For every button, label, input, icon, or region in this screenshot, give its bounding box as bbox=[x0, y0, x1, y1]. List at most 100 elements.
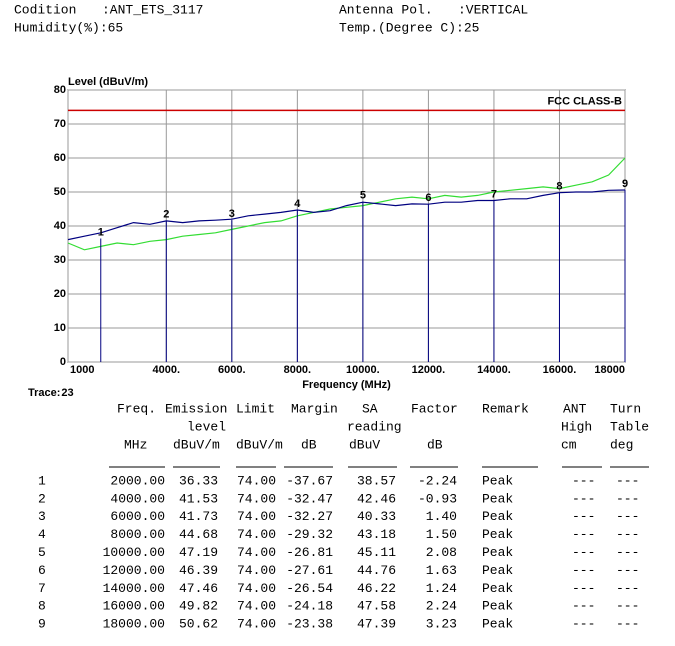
table-cell: Peak bbox=[482, 545, 513, 560]
x-tick-label: 10000. bbox=[346, 364, 380, 376]
table-cell: 74.00 bbox=[237, 509, 276, 524]
table-cell: Peak bbox=[482, 473, 513, 488]
table-cell: --- bbox=[572, 599, 595, 614]
x-axis-label: Frequency (MHz) bbox=[302, 379, 391, 391]
column-header: MHz bbox=[124, 437, 147, 452]
table-cell: -0.93 bbox=[418, 491, 457, 506]
table-cell: 2 bbox=[38, 491, 46, 506]
limit-label: FCC CLASS-B bbox=[547, 95, 622, 107]
x-tick-label: 14000. bbox=[477, 364, 511, 376]
table-cell: 40.33 bbox=[357, 509, 396, 524]
column-header: Factor bbox=[411, 401, 458, 416]
table-cell: 47.46 bbox=[179, 581, 218, 596]
x-tick-label: 16000. bbox=[543, 364, 577, 376]
y-tick-label: 50 bbox=[54, 186, 66, 198]
column-header: Margin bbox=[291, 401, 338, 416]
table-cell: 47.39 bbox=[357, 617, 396, 632]
table-cell: 74.00 bbox=[237, 545, 276, 560]
table-cell: 74.00 bbox=[237, 599, 276, 614]
table-cell: --- bbox=[616, 527, 639, 542]
column-header: dB bbox=[301, 437, 317, 452]
table-cell: 14000.00 bbox=[103, 581, 165, 596]
field-value: :ANT_ETS_3117 bbox=[102, 2, 203, 17]
field-value: 25 bbox=[464, 20, 480, 35]
column-header: Remark bbox=[482, 401, 529, 416]
table-cell: 74.00 bbox=[237, 617, 276, 632]
table-cell: Peak bbox=[482, 563, 513, 578]
table-cell: --- bbox=[616, 563, 639, 578]
y-tick-label: 0 bbox=[60, 356, 66, 368]
marker-label: 3 bbox=[229, 208, 235, 220]
y-tick-label: 10 bbox=[54, 322, 66, 334]
table-cell: 10000.00 bbox=[103, 545, 165, 560]
table-cell: 74.00 bbox=[237, 491, 276, 506]
table-cell: 5 bbox=[38, 545, 46, 560]
table-cell: 47.58 bbox=[357, 599, 396, 614]
x-tick-label: 12000. bbox=[412, 364, 446, 376]
table-cell: -37.67 bbox=[286, 473, 333, 488]
column-header: Turn bbox=[610, 401, 641, 416]
y-tick-label: 70 bbox=[54, 118, 66, 130]
marker-label: 8 bbox=[556, 181, 562, 193]
table-cell: -2.24 bbox=[418, 473, 457, 488]
table-cell: 46.39 bbox=[179, 563, 218, 578]
table-cell: 18000.00 bbox=[103, 617, 165, 632]
trace-label: Trace: bbox=[28, 387, 60, 399]
marker-label: 4 bbox=[294, 198, 301, 210]
table-cell: --- bbox=[572, 545, 595, 560]
column-header: Freq. bbox=[117, 401, 156, 416]
table-cell: -32.47 bbox=[286, 491, 333, 506]
table-cell: 74.00 bbox=[237, 473, 276, 488]
y-tick-label: 60 bbox=[54, 152, 66, 164]
table-cell: 49.82 bbox=[179, 599, 218, 614]
table-cell: -27.61 bbox=[286, 563, 333, 578]
table-cell: -26.54 bbox=[286, 581, 333, 596]
table-cell: -29.32 bbox=[286, 527, 333, 542]
table-cell: --- bbox=[572, 617, 595, 632]
table-cell: 16000.00 bbox=[103, 599, 165, 614]
table-cell: -23.38 bbox=[286, 617, 333, 632]
table-cell: 1.63 bbox=[426, 563, 457, 578]
column-header: dBuV/m bbox=[236, 437, 283, 452]
table-cell: 74.00 bbox=[237, 581, 276, 596]
column-header: dBuV/m bbox=[173, 437, 220, 452]
table-cell: 7 bbox=[38, 581, 46, 596]
field-label: Temp.(Degree C): bbox=[339, 20, 464, 35]
marker-label: 5 bbox=[360, 189, 366, 201]
marker-label: 9 bbox=[622, 178, 628, 190]
table-cell: 8 bbox=[38, 599, 46, 614]
column-header: Emission bbox=[165, 401, 227, 416]
column-header: ANT bbox=[563, 401, 587, 416]
table-cell: Peak bbox=[482, 581, 513, 596]
x-tick-label: 4000. bbox=[153, 364, 181, 376]
table-cell: --- bbox=[572, 527, 595, 542]
marker-label: 7 bbox=[491, 189, 497, 201]
column-header: dBuV bbox=[349, 437, 380, 452]
x-tick-label: 1000 bbox=[70, 364, 94, 376]
table-cell: Peak bbox=[482, 617, 513, 632]
table-cell: --- bbox=[572, 473, 595, 488]
table-cell: 3 bbox=[38, 509, 46, 524]
table-cell: 74.00 bbox=[237, 563, 276, 578]
table-cell: 1 bbox=[38, 473, 46, 488]
field-label: Codition bbox=[14, 2, 76, 17]
table-cell: 36.33 bbox=[179, 473, 218, 488]
table-cell: Peak bbox=[482, 509, 513, 524]
table-cell: --- bbox=[616, 581, 639, 596]
table-cell: 1.24 bbox=[426, 581, 457, 596]
table-cell: Peak bbox=[482, 527, 513, 542]
field-value: :VERTICAL bbox=[458, 2, 528, 17]
table-cell: -24.18 bbox=[286, 599, 333, 614]
x-tick-label: 18000 bbox=[594, 364, 625, 376]
x-tick-label: 8000. bbox=[284, 364, 312, 376]
table-cell: 6 bbox=[38, 563, 46, 578]
field-value: 65 bbox=[108, 20, 124, 35]
table-cell: 44.76 bbox=[357, 563, 396, 578]
table-cell: 2.24 bbox=[426, 599, 457, 614]
table-cell: 47.19 bbox=[179, 545, 218, 560]
table-cell: 43.18 bbox=[357, 527, 396, 542]
table-cell: 41.73 bbox=[179, 509, 218, 524]
trace-value: 23 bbox=[61, 387, 73, 399]
table-cell: 1.50 bbox=[426, 527, 457, 542]
